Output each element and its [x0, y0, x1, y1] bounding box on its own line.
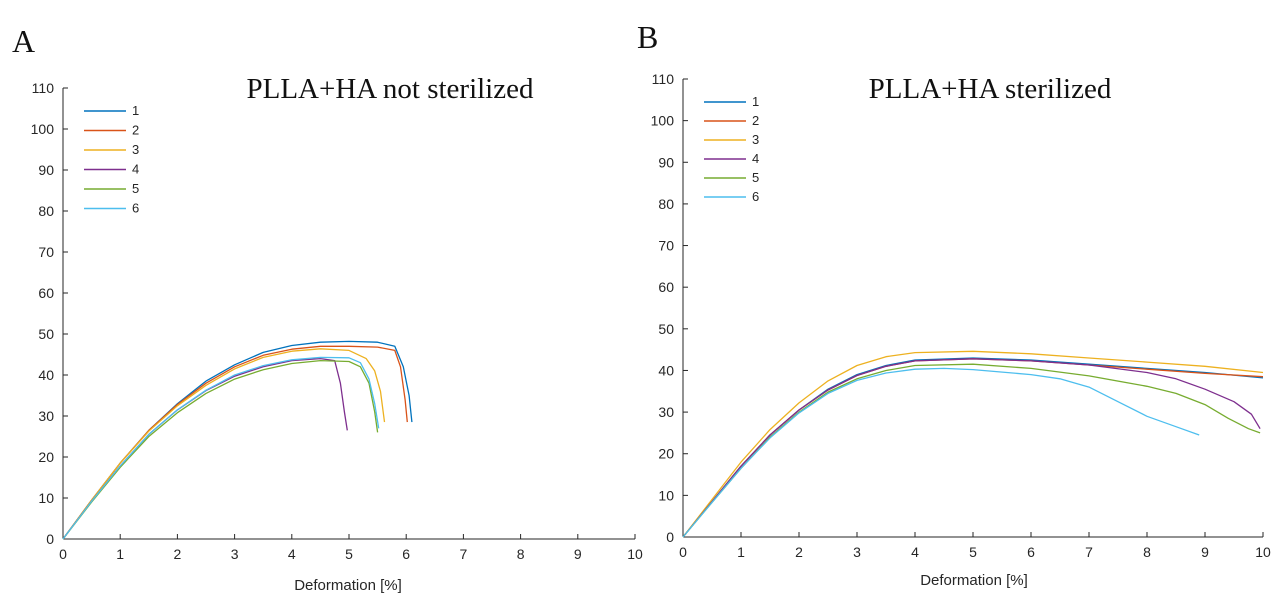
- panel-a-x-tick-label: 7: [460, 546, 468, 562]
- panel-a-legend-label-2: 2: [132, 123, 139, 138]
- panel-a-series-1-line: [62, 340, 413, 540]
- panel-a-x-tick-label: 5: [345, 546, 353, 562]
- panel-a-y-tick-label: 60: [38, 285, 54, 301]
- panel-a-series: [62, 340, 413, 540]
- panel-a-x-label: Deformation [%]: [294, 577, 402, 594]
- panel-a-legend-label-4: 4: [132, 162, 139, 177]
- panel-b-legend: 1 2 3 4 5 6: [704, 94, 759, 204]
- panel-a-x-tick-label: 1: [116, 546, 124, 562]
- panel-a-y-tick-label: 40: [38, 367, 54, 383]
- panel-a-series-5-line: [62, 359, 379, 540]
- panel-b-y-tick-label: 100: [651, 113, 675, 129]
- panel-a-x-tick-label: 10: [627, 546, 643, 562]
- panel-a-legend: 1 2 3 4 5 6: [84, 103, 139, 216]
- panel-b-legend-label-6: 6: [752, 189, 759, 204]
- panel-a-y-tick-label: 100: [31, 121, 55, 137]
- panel-a-legend-label-6: 6: [132, 201, 139, 216]
- panel-a-y-tick-label: 0: [46, 531, 54, 547]
- panel-b-x-tick-label: 2: [795, 544, 803, 560]
- panel-a-y-tick-label: 10: [38, 490, 54, 506]
- panel-a-series-6-line: [62, 356, 380, 540]
- panel-a-legend-label-1: 1: [132, 103, 139, 118]
- panel-b-legend-label-3: 3: [752, 132, 759, 147]
- panel-b-series-5-line: [682, 363, 1261, 538]
- panel-b-legend-label-5: 5: [752, 170, 759, 185]
- panel-a-title: PLLA+HA not sterilized: [247, 73, 534, 105]
- panel-b-x-tick-label: 1: [737, 544, 745, 560]
- panel-a-x-tick-label: 6: [402, 546, 410, 562]
- panel-b-x-tick-label: 9: [1201, 544, 1209, 560]
- panel-b-x-tick-label: 0: [679, 544, 687, 560]
- panel-b-y-tick-label: 10: [658, 487, 674, 503]
- panel-a-x-tick-label: 2: [174, 546, 182, 562]
- panel-b-title: PLLA+HA sterilized: [869, 73, 1112, 105]
- panel-a-series-3-line: [62, 348, 386, 540]
- panel-b-y-tick-label: 0: [666, 529, 674, 545]
- panel-a-x-tick-label: 8: [517, 546, 525, 562]
- panel-b-y-tick-label: 70: [658, 238, 674, 254]
- panel-a-chart: A PLLA+HA not sterilized 0 1 2 3 4 5 6 7 8 9 10010…: [12, 23, 643, 594]
- panel-b-series-1-line: [682, 357, 1264, 538]
- panel-b-x-tick-label: 3: [853, 544, 861, 560]
- panel-b-x-label: Deformation [%]: [920, 572, 1028, 589]
- panel-b-y-tick-label: 90: [658, 154, 674, 170]
- panel-b-y-tick-label: 60: [658, 279, 674, 295]
- panel-a-x-tick-label: 4: [288, 546, 296, 562]
- panel-b-x-tick-label: 5: [969, 544, 977, 560]
- panel-b-x-tick-label: 4: [911, 544, 919, 560]
- panel-b-x-tick-label: 8: [1143, 544, 1151, 560]
- panel-b-x-tick-label: 6: [1027, 544, 1035, 560]
- panel-b-y-tick-label: 20: [658, 446, 674, 462]
- panel-b-series-2-line: [682, 358, 1264, 538]
- panel-a-y-tick-label: 110: [32, 80, 55, 96]
- panel-a-y-tick-label: 70: [38, 244, 54, 260]
- panel-a-legend-label-3: 3: [132, 142, 139, 157]
- panel-b-y-tick-label: 40: [658, 362, 674, 378]
- panel-b-y-tick-label: 30: [658, 404, 674, 420]
- panel-b-y-tick-label: 110: [652, 71, 675, 87]
- panel-b-series-4-line: [682, 358, 1261, 538]
- panel-a-x-tick-label: 3: [231, 546, 239, 562]
- panel-b-letter: B: [637, 19, 658, 55]
- panel-a-y-tick-label: 90: [38, 162, 54, 178]
- panel-a-legend-label-5: 5: [132, 181, 139, 196]
- panel-a-x-tick-label: 0: [59, 546, 67, 562]
- panel-b-legend-label-4: 4: [752, 151, 759, 166]
- panel-b-y-tick-label: 50: [658, 321, 674, 337]
- panel-b-series-3-line: [682, 350, 1264, 538]
- panel-b-series: [682, 350, 1264, 538]
- panel-a-y-tick-label: 20: [38, 449, 54, 465]
- panel-b-legend-label-2: 2: [752, 113, 759, 128]
- panel-b-x-tick-label: 10: [1255, 544, 1271, 560]
- panel-b-x-tick-label: 7: [1085, 544, 1093, 560]
- panel-a-y-tick-label: 50: [38, 326, 54, 342]
- panel-a-x-tick-label: 9: [574, 546, 582, 562]
- panel-a-letter: A: [12, 23, 35, 59]
- panel-b-chart: B PLLA+HA sterilized 0 1 2 3 4 5 6 7 8 9 100102030…: [637, 19, 1271, 589]
- panel-a-y-tick-label: 80: [38, 203, 54, 219]
- panel-b-y-tick-label: 80: [658, 196, 674, 212]
- panel-a-y-tick-label: 30: [38, 408, 54, 424]
- panel-b-legend-label-1: 1: [752, 94, 759, 109]
- panel-b-series-6-line: [682, 367, 1200, 538]
